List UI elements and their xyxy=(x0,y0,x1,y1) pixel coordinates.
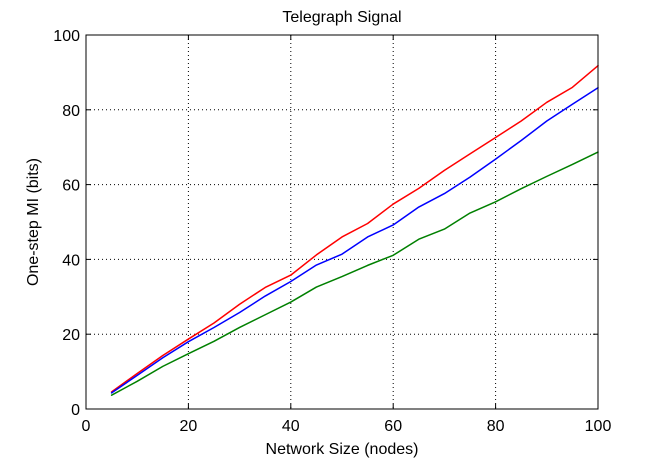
x-tick-label: 20 xyxy=(180,418,198,435)
plot-background xyxy=(86,35,598,409)
y-tick-label: 80 xyxy=(62,103,80,120)
series-line-2 xyxy=(110,86,599,394)
x-tick-label: 100 xyxy=(585,418,612,435)
plot-frame xyxy=(85,34,599,410)
tick-marks xyxy=(85,34,599,410)
plot-area xyxy=(85,34,599,410)
grid-lines xyxy=(86,35,598,409)
x-tick-label: 40 xyxy=(282,418,300,435)
y-tick-label: 60 xyxy=(62,178,80,195)
y-tick-label: 40 xyxy=(62,252,80,269)
y-tick-label: 20 xyxy=(62,327,80,344)
series-line-3 xyxy=(110,151,599,396)
y-tick-label: 100 xyxy=(53,28,80,45)
x-axis-label: Network Size (nodes) xyxy=(266,441,419,458)
x-tick-label: 0 xyxy=(82,418,91,435)
chart-title: Telegraph Signal xyxy=(282,9,401,26)
x-tick-label: 80 xyxy=(487,418,505,435)
tick-labels: 0 20 40 60 80 100 0 20 40 60 80 100 xyxy=(53,28,611,435)
series-line-1 xyxy=(110,64,599,393)
y-tick-label: 0 xyxy=(71,402,80,419)
series-layer xyxy=(110,64,599,396)
y-axis-label: One-step MI (bits) xyxy=(25,158,42,286)
x-tick-label: 60 xyxy=(384,418,402,435)
